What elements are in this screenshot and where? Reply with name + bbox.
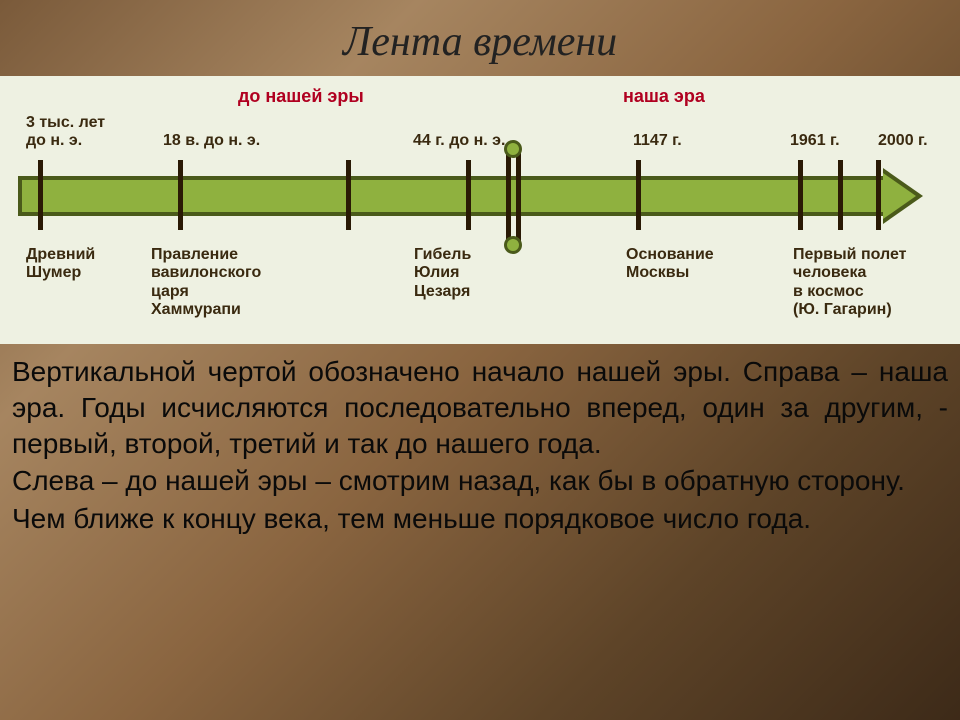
event-3: Основание Москвы — [626, 246, 714, 283]
tick-7 — [838, 160, 843, 230]
event-0: Древний Шумер — [26, 246, 95, 283]
tick-0 — [38, 160, 43, 230]
tick-8 — [876, 160, 881, 230]
tick-2 — [346, 160, 351, 230]
tick-5 — [636, 160, 641, 230]
slide-title: Лента времени — [0, 0, 960, 76]
era-label-bc: до нашей эры — [238, 86, 364, 107]
date-5: 2000 г. — [878, 132, 928, 150]
date-3: 1147 г. — [633, 132, 682, 150]
paragraph-3: Чем ближе к концу века, тем меньше поряд… — [12, 501, 948, 537]
arrow-head-fill — [883, 173, 916, 219]
era-label-ad: наша эра — [623, 86, 705, 107]
date-4: 1961 г. — [790, 132, 840, 150]
event-1: Правление вавилонского царя Хаммурапи — [151, 246, 261, 320]
date-0: 3 тыс. лет до н. э. — [26, 114, 105, 149]
tick-3 — [466, 160, 471, 230]
paragraph-2: Слева – до нашей эры – смотрим назад, ка… — [12, 463, 948, 499]
date-2: 44 г. до н. э. — [413, 132, 505, 150]
timeline-box: до нашей эры наша эра 3 тыс. лет до н. э… — [0, 76, 960, 344]
arrow-body — [18, 176, 888, 216]
tick-6 — [798, 160, 803, 230]
date-1: 18 в. до н. э. — [163, 132, 260, 150]
era-divider-dot-top — [504, 140, 522, 158]
timeline-arrow — [18, 168, 926, 224]
era-divider — [510, 148, 518, 248]
era-divider-dot-bot — [504, 236, 522, 254]
event-2: Гибель Юлия Цезаря — [414, 246, 471, 301]
event-4: Первый полет человека в космос (Ю. Гагар… — [793, 246, 906, 320]
body-text: Вертикальной чертой обозначено начало на… — [0, 344, 960, 537]
paragraph-1: Вертикальной чертой обозначено начало на… — [12, 354, 948, 461]
tick-1 — [178, 160, 183, 230]
